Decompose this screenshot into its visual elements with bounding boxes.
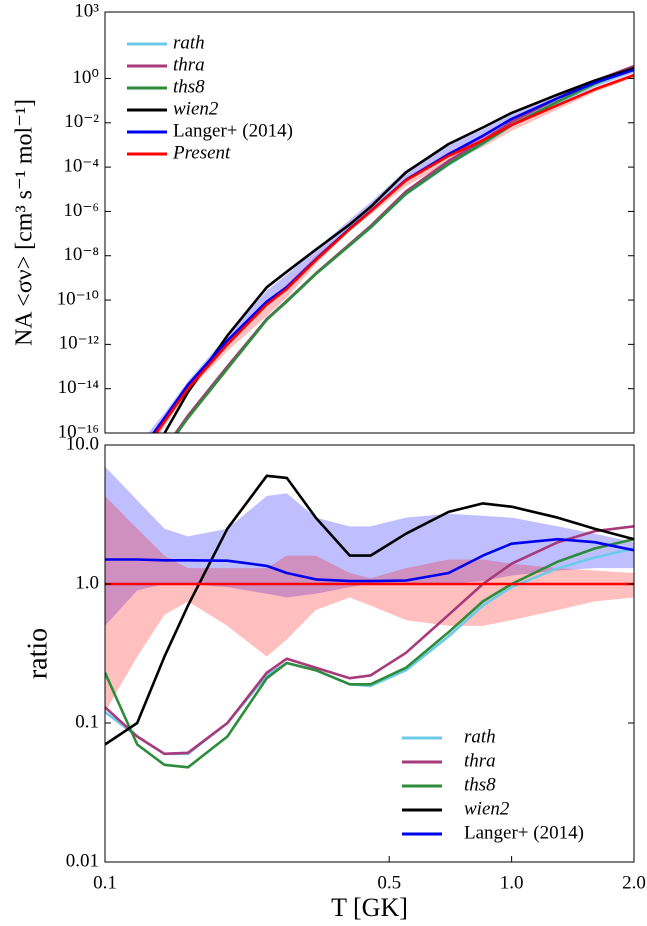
plot-area	[148, 64, 634, 433]
legend-label: wien2	[464, 798, 510, 819]
series-line	[105, 537, 634, 583]
plot-area	[105, 466, 634, 769]
series-line	[163, 66, 634, 433]
legend-label: thra	[173, 54, 205, 75]
y-tick-label: 10⁻¹⁰	[57, 288, 99, 309]
y-tick-label: 10⁻¹²	[59, 333, 100, 354]
uncertainty-band	[105, 466, 634, 626]
legend-label: rath	[173, 32, 205, 53]
y-tick-label: 0.1	[75, 711, 99, 732]
legend-label: ths8	[173, 76, 205, 97]
y-tick-label: 10⁻⁶	[63, 200, 99, 221]
y-tick-label: 10⁰	[72, 67, 99, 88]
y-tick-label: 1.0	[75, 572, 99, 593]
x-tick-label: 1.0	[500, 872, 524, 893]
series-line	[154, 73, 634, 433]
axes-frame	[104, 444, 635, 863]
x-tick-label: 0.5	[377, 872, 401, 893]
uncertainty-band	[105, 495, 634, 712]
series-line	[105, 537, 634, 769]
legend-label: rath	[464, 726, 496, 747]
y-tick-label: 10³	[74, 0, 99, 21]
y-tick-label: 0.01	[66, 850, 99, 871]
y-tick-label: 10⁻⁸	[63, 244, 99, 265]
x-axis-label: T [GK]	[331, 893, 408, 922]
x-tick-label: 0.1	[93, 872, 117, 893]
y-tick-label: 10⁻⁴	[63, 155, 99, 176]
y-tick-label: 10⁻¹⁶	[58, 421, 99, 442]
y-tick-label: 10⁻²	[64, 111, 99, 132]
series-line	[105, 525, 634, 756]
y-tick-label: 10⁻¹⁴	[58, 377, 100, 398]
y-axis-label: ratio	[22, 628, 53, 679]
y-axis-label: NA <σν> [cm³ s⁻¹ mol⁻¹]	[12, 99, 38, 346]
legend-label: Present	[172, 142, 231, 163]
y-tick-label: 10.0	[66, 433, 99, 454]
legend-label: thra	[464, 750, 496, 771]
legend-label: Langer+ (2014)	[464, 822, 584, 843]
legend-label: ths8	[464, 774, 496, 795]
axes-frame	[104, 11, 635, 434]
legend-label: Langer+ (2014)	[173, 120, 293, 141]
x-tick-label: 2.0	[622, 872, 646, 893]
legend-label: wien2	[173, 98, 219, 119]
series-line	[105, 474, 634, 746]
